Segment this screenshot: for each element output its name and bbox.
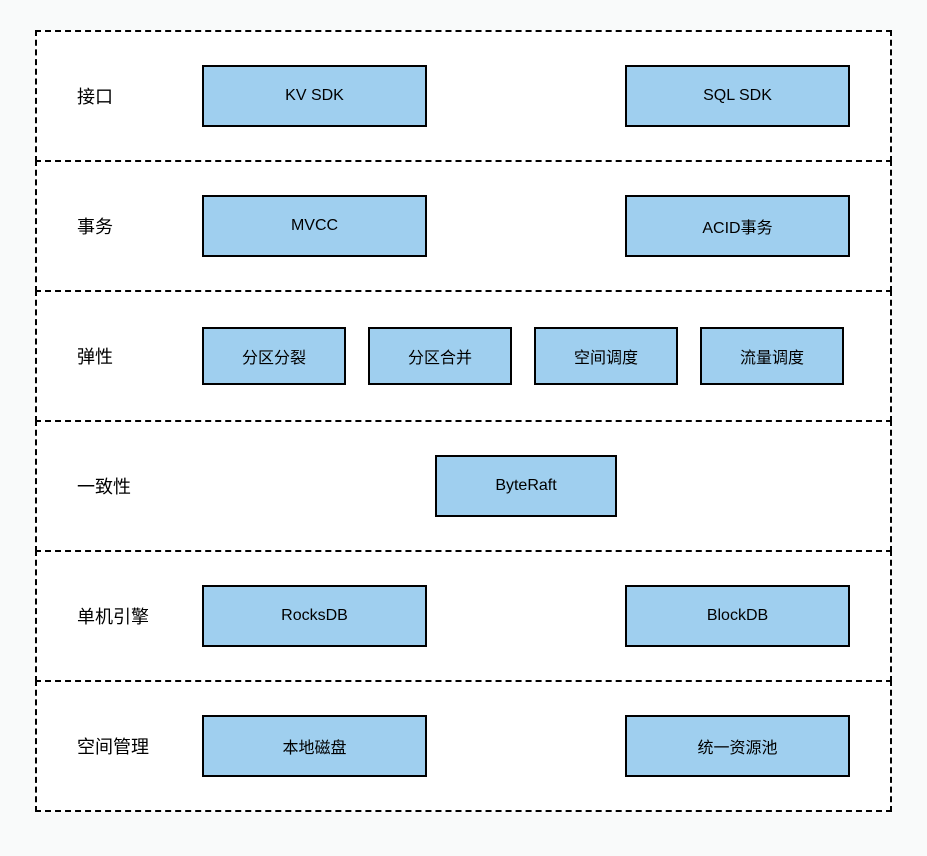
box-4-0: RocksDB xyxy=(202,585,427,647)
layer-4: 单机引擎RocksDB BlockDB xyxy=(35,550,892,682)
layer-label: 事务 xyxy=(37,213,202,239)
layer-label: 接口 xyxy=(37,83,202,109)
layer-2: 弹性分区分裂分区合并空间调度流量调度 xyxy=(35,290,892,422)
box-4-1: BlockDB xyxy=(625,585,850,647)
layer-label: 弹性 xyxy=(37,343,202,369)
layer-label: 单机引擎 xyxy=(37,603,202,629)
box-2-2: 空间调度 xyxy=(534,327,678,385)
layer-content: 分区分裂分区合并空间调度流量调度 xyxy=(202,327,890,385)
box-1-0: MVCC xyxy=(202,195,427,257)
box-5-1: 统一资源池 xyxy=(625,715,850,777)
box-2-3: 流量调度 xyxy=(700,327,844,385)
layer-content: ByteRaft xyxy=(202,455,890,517)
layer-content: KV SDK SQL SDK xyxy=(202,65,890,127)
architecture-diagram: 接口KV SDK SQL SDK 事务MVCC ACID事务弹性分区分裂分区合并空间调… xyxy=(35,30,892,812)
layer-0: 接口KV SDK SQL SDK xyxy=(35,30,892,162)
layer-1: 事务MVCC ACID事务 xyxy=(35,160,892,292)
box-0-1: SQL SDK xyxy=(625,65,850,127)
layer-content: 本地磁盘 统一资源池 xyxy=(202,715,890,777)
box-2-1: 分区合并 xyxy=(368,327,512,385)
layer-content: RocksDB BlockDB xyxy=(202,585,890,647)
layer-label: 一致性 xyxy=(37,473,202,499)
box-3-0: ByteRaft xyxy=(435,455,617,517)
layer-5: 空间管理本地磁盘 统一资源池 xyxy=(35,680,892,812)
box-5-0: 本地磁盘 xyxy=(202,715,427,777)
layer-3: 一致性 ByteRaft xyxy=(35,420,892,552)
layer-label: 空间管理 xyxy=(37,733,202,759)
box-0-0: KV SDK xyxy=(202,65,427,127)
box-1-1: ACID事务 xyxy=(625,195,850,257)
layer-content: MVCC ACID事务 xyxy=(202,195,890,257)
box-2-0: 分区分裂 xyxy=(202,327,346,385)
